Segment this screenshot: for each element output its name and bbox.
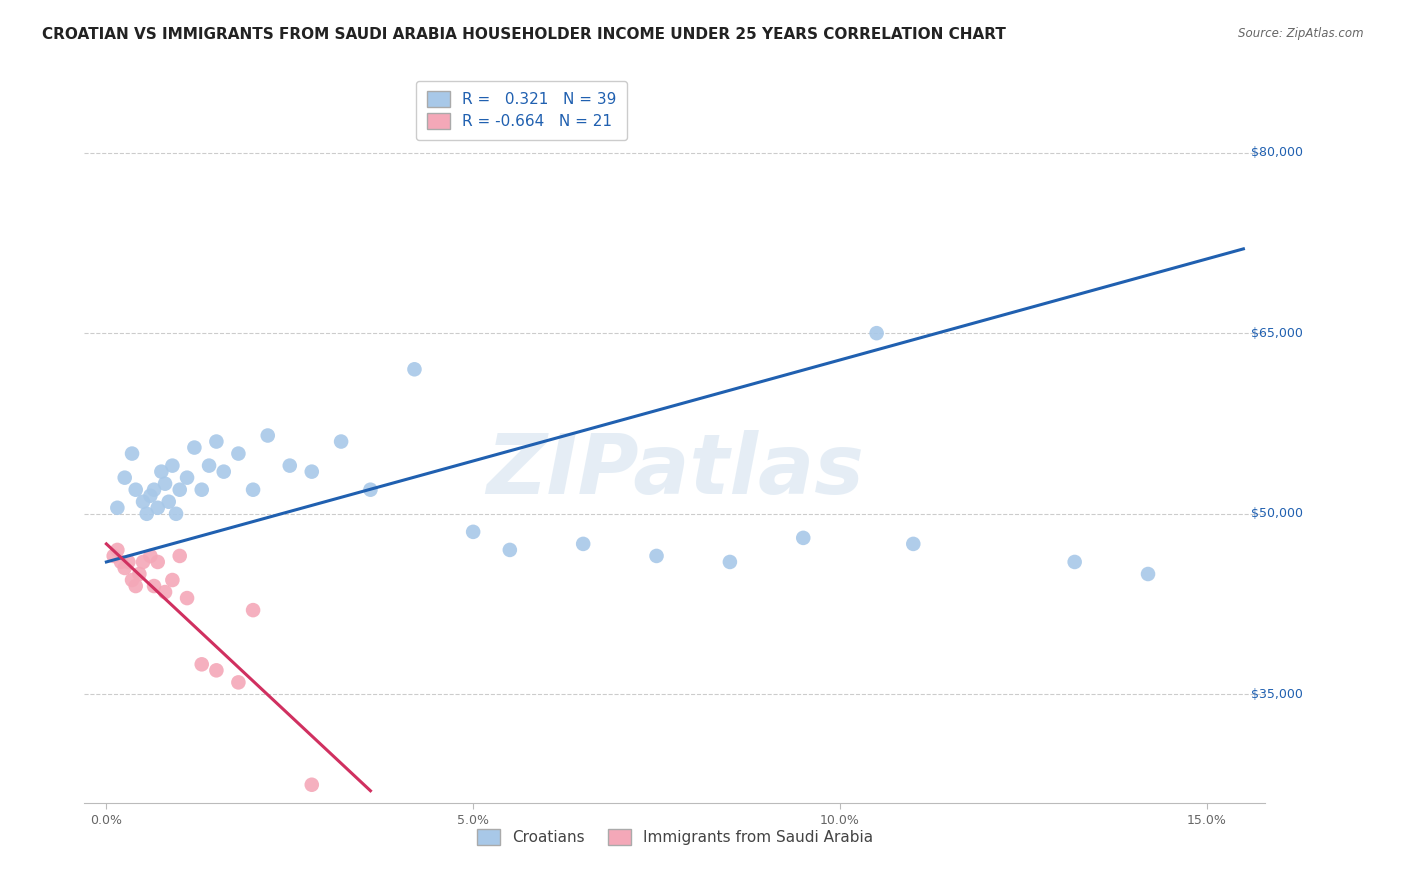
Point [256, 428, 278, 442]
Point [278, 458, 301, 473]
Point [1137, 567, 1160, 582]
Point [135, 507, 157, 521]
Point [114, 470, 136, 484]
Point [301, 778, 323, 792]
Point [143, 579, 166, 593]
Point [176, 591, 198, 605]
Point [117, 555, 139, 569]
Point [359, 483, 381, 497]
Point [125, 579, 148, 593]
Legend: Croatians, Immigrants from Saudi Arabia: Croatians, Immigrants from Saudi Arabia [470, 822, 880, 853]
Point [139, 489, 162, 503]
Point [499, 542, 522, 557]
Point [150, 465, 173, 479]
Point [169, 549, 191, 563]
Point [121, 446, 143, 460]
Point [146, 555, 169, 569]
Point [463, 524, 485, 539]
Point [301, 465, 323, 479]
Point [190, 657, 212, 672]
Point [212, 465, 235, 479]
Text: Source: ZipAtlas.com: Source: ZipAtlas.com [1239, 27, 1364, 40]
Text: $50,000: $50,000 [1251, 508, 1303, 520]
Point [572, 537, 595, 551]
Point [125, 483, 148, 497]
Point [228, 675, 250, 690]
Point [153, 476, 176, 491]
Text: $35,000: $35,000 [1251, 688, 1302, 701]
Point [903, 537, 925, 551]
Point [162, 458, 184, 473]
Point [176, 470, 198, 484]
Point [105, 542, 128, 557]
Point [146, 500, 169, 515]
Point [110, 555, 132, 569]
Text: $65,000: $65,000 [1251, 326, 1302, 340]
Point [1063, 555, 1085, 569]
Point [330, 434, 353, 449]
Point [103, 549, 125, 563]
Point [162, 573, 184, 587]
Point [132, 555, 155, 569]
Point [183, 441, 205, 455]
Point [242, 483, 264, 497]
Text: ZIPatlas: ZIPatlas [486, 430, 863, 511]
Point [169, 483, 191, 497]
Point [121, 573, 143, 587]
Point [198, 458, 221, 473]
Point [143, 483, 166, 497]
Point [228, 446, 250, 460]
Point [242, 603, 264, 617]
Point [792, 531, 814, 545]
Point [165, 507, 187, 521]
Point [645, 549, 668, 563]
Point [139, 549, 162, 563]
Point [205, 664, 228, 678]
Text: CROATIAN VS IMMIGRANTS FROM SAUDI ARABIA HOUSEHOLDER INCOME UNDER 25 YEARS CORRE: CROATIAN VS IMMIGRANTS FROM SAUDI ARABIA… [42, 27, 1007, 42]
Point [157, 494, 180, 508]
Point [718, 555, 741, 569]
Text: $80,000: $80,000 [1251, 146, 1303, 159]
Point [153, 585, 176, 599]
Point [205, 434, 228, 449]
Point [132, 494, 155, 508]
Point [114, 561, 136, 575]
Point [128, 567, 150, 582]
Point [190, 483, 212, 497]
Point [865, 326, 887, 340]
Point [105, 500, 128, 515]
Point [404, 362, 426, 376]
